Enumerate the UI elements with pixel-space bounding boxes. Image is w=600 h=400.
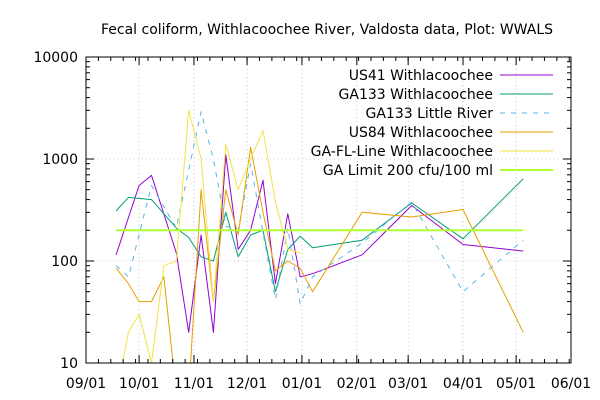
axis-layer: 10 100 1000 10000 09/01 10/01 11/01 12/01 01/01 0… <box>33 50 591 392</box>
x-tick-label: 10/01 <box>119 376 159 392</box>
x-tick-label: 02/01 <box>337 376 377 392</box>
legend-label: GA-FL-Line Withlacoochee <box>311 144 493 160</box>
x-tick-label: 06/01 <box>551 376 591 392</box>
legend-label: US84 Withlacoochee <box>349 125 493 141</box>
legend-label: GA133 Little River <box>366 106 494 122</box>
y-tick-label: 10 <box>60 356 78 372</box>
legend-layer: US41 Withlacoochee GA133 Withlacoochee GA1… <box>311 68 553 179</box>
legend-label: GA Limit 200 cfu/100 ml <box>323 163 493 179</box>
series-line-2 <box>115 178 524 293</box>
x-tick-label: 05/01 <box>496 376 536 392</box>
y-tick-label: 1000 <box>42 152 78 168</box>
y-tick-label: 10000 <box>33 50 78 66</box>
legend-label: US41 Withlacoochee <box>349 68 493 84</box>
series-line-3 <box>115 111 524 305</box>
x-tick-label: 03/01 <box>388 376 428 392</box>
x-tick-label: 01/01 <box>282 376 322 392</box>
chart-title: Fecal coliform, Withlacoochee River, Val… <box>101 22 553 38</box>
y-tick-label: 100 <box>51 254 78 270</box>
plot-frame <box>85 56 572 364</box>
x-tick-label: 04/01 <box>443 376 483 392</box>
x-tick-label: 11/01 <box>174 376 214 392</box>
series-line-4 <box>115 146 524 363</box>
series-layer <box>115 109 524 363</box>
x-tick-label: 09/01 <box>66 376 106 392</box>
grid-layer <box>86 57 571 363</box>
series-line-1 <box>115 154 524 333</box>
x-tick-label: 12/01 <box>227 376 267 392</box>
legend-label: GA133 Withlacoochee <box>339 87 493 103</box>
